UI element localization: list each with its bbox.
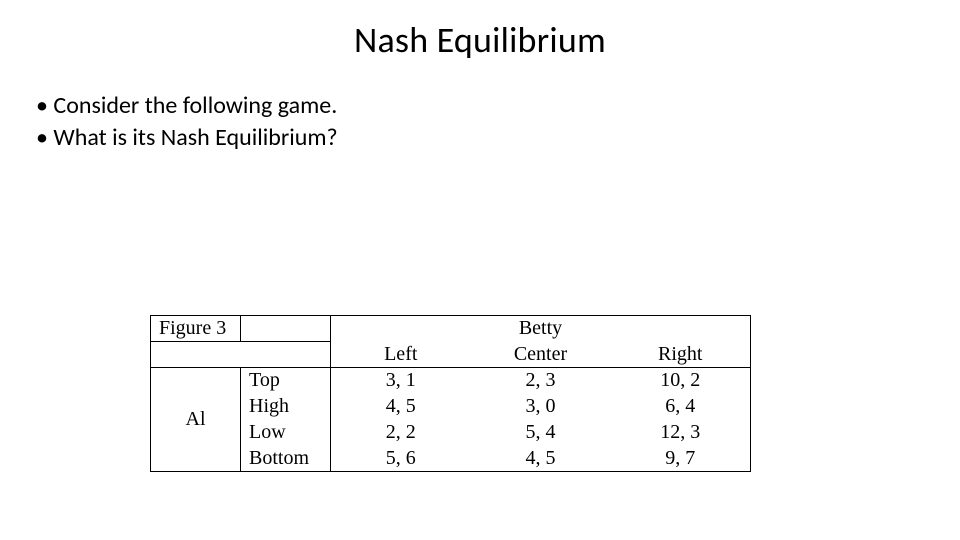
payoff-cell: 2, 2 <box>331 420 471 446</box>
payoff-cell: 10, 2 <box>611 368 751 394</box>
row-player-label: Al <box>151 368 241 472</box>
payoff-table: Figure 3 Betty Left Center Right Al Top … <box>150 315 751 472</box>
payoff-cell: 3, 0 <box>471 394 611 420</box>
payoff-cell: 4, 5 <box>331 394 471 420</box>
payoff-cell: 3, 1 <box>331 368 471 394</box>
col-strategy-right: Right <box>611 342 751 368</box>
col-player-label: Betty <box>331 316 751 342</box>
slide-title: Nash Equilibrium <box>0 0 960 62</box>
payoff-cell: 6, 4 <box>611 394 751 420</box>
payoff-cell: 9, 7 <box>611 446 751 472</box>
row-strategy-high: High <box>241 394 331 420</box>
game-table-wrap: Figure 3 Betty Left Center Right Al Top … <box>150 315 751 472</box>
col-strategy-center: Center <box>471 342 611 368</box>
bullet-list: Consider the following game. What is its… <box>36 90 960 155</box>
row-strategy-bottom: Bottom <box>241 446 331 472</box>
figure-label: Figure 3 <box>151 316 241 342</box>
payoff-cell: 4, 5 <box>471 446 611 472</box>
row-strategy-low: Low <box>241 420 331 446</box>
payoff-cell: 2, 3 <box>471 368 611 394</box>
table-empty-header <box>151 342 331 368</box>
table-gap-cell <box>241 316 331 342</box>
row-strategy-top: Top <box>241 368 331 394</box>
bullet-item: What is its Nash Equilibrium? <box>36 122 960 154</box>
payoff-cell: 12, 3 <box>611 420 751 446</box>
payoff-cell: 5, 6 <box>331 446 471 472</box>
col-strategy-left: Left <box>331 342 471 368</box>
payoff-cell: 5, 4 <box>471 420 611 446</box>
bullet-item: Consider the following game. <box>36 90 960 122</box>
